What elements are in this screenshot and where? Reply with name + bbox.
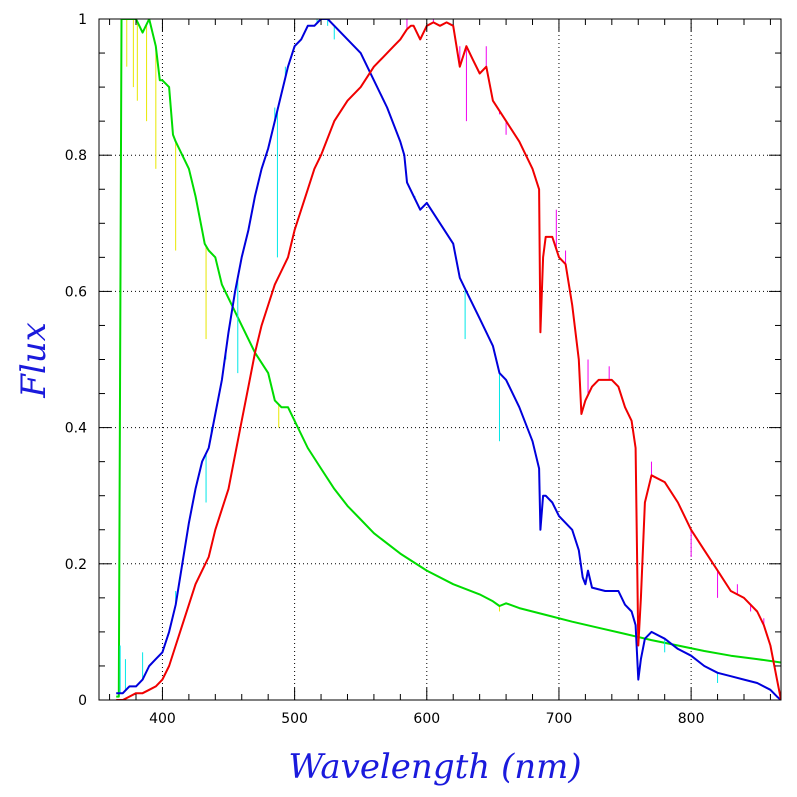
y-axis-title: Flux [14, 322, 54, 399]
y-tick-label: 0.8 [65, 148, 87, 164]
plot-frame [98, 18, 782, 701]
y-tick-label: 1 [78, 12, 87, 28]
y-tick-label: 0.6 [65, 284, 87, 300]
x-tick-label: 800 [678, 711, 705, 727]
x-tick-label: 600 [413, 711, 440, 727]
x-tick-label: 400 [149, 711, 176, 727]
series-line [116, 19, 781, 700]
x-tick-label: 700 [546, 711, 573, 727]
series-1 [116, 19, 781, 700]
y-tick-label: 0.2 [65, 557, 87, 573]
y-tick-label: 0.4 [65, 421, 87, 437]
series-line [116, 21, 781, 700]
series-line [116, 19, 781, 698]
x-axis-title: Wavelength (nm) [288, 747, 581, 787]
grid [99, 19, 781, 700]
x-tick-labels: 400 500 600 700 800 [149, 711, 704, 727]
plot-area [116, 19, 781, 700]
series-2 [116, 19, 781, 700]
y-tick-label: 0 [78, 693, 87, 709]
y-tick-labels: 0 0.2 0.4 0.6 0.8 1 [65, 12, 87, 709]
axis-ticks [99, 18, 781, 701]
series-0 [116, 19, 781, 698]
x-tick-label: 500 [281, 711, 308, 727]
